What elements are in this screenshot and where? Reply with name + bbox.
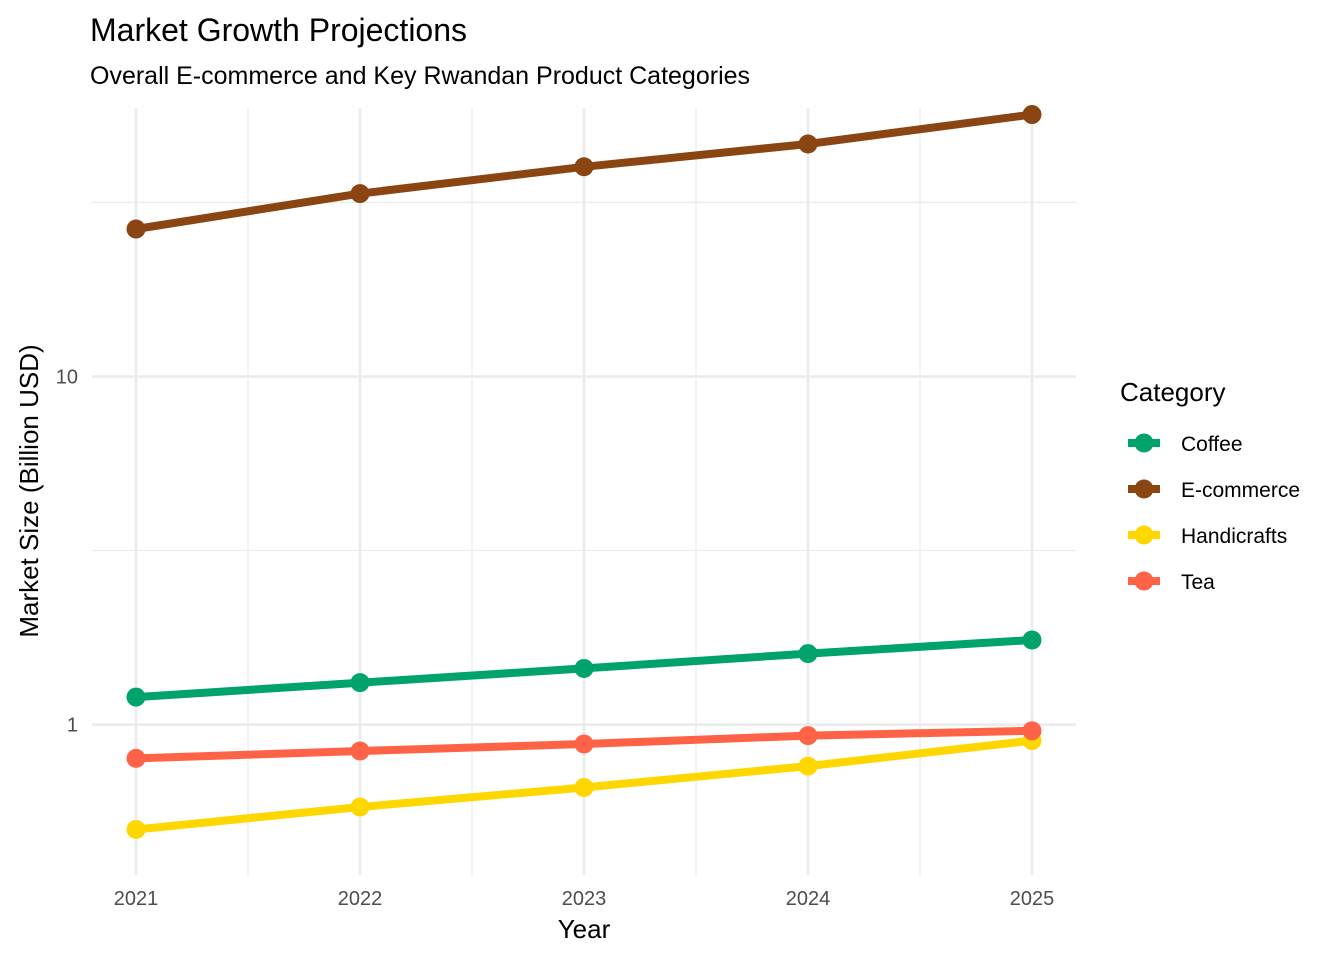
x-tick-label: 2021: [114, 888, 159, 910]
data-point: [574, 658, 594, 678]
series-group: [126, 105, 1042, 839]
data-point: [798, 644, 818, 664]
x-tick-label: 2022: [338, 888, 383, 910]
legend-item: E-commerce: [1128, 479, 1300, 502]
data-point: [574, 777, 594, 797]
data-point: [126, 819, 146, 839]
data-point: [574, 157, 594, 177]
y-axis-title: Market Size (Billion USD): [14, 344, 44, 637]
series-tea: [126, 721, 1042, 768]
data-point: [126, 748, 146, 768]
x-tick-label: 2025: [1010, 888, 1055, 910]
legend-item: Coffee: [1128, 433, 1243, 456]
data-point: [798, 134, 818, 154]
data-point: [798, 726, 818, 746]
y-tick-label: 10: [56, 366, 78, 388]
x-axis-ticks: 2021 2022 2023 2024 2025: [114, 888, 1055, 910]
data-point: [1022, 105, 1042, 125]
data-point: [126, 687, 146, 707]
x-axis-title: Year: [558, 914, 611, 944]
legend-label: Coffee: [1181, 433, 1243, 456]
legend-label: Handicrafts: [1181, 525, 1287, 548]
x-tick-label: 2023: [562, 888, 607, 910]
x-tick-label: 2024: [786, 888, 831, 910]
series-coffee: [126, 630, 1042, 707]
series-e-commerce: [126, 105, 1042, 239]
legend-item: Handicrafts: [1128, 525, 1287, 548]
legend-label: E-commerce: [1181, 479, 1300, 502]
legend-key-point: [1134, 571, 1154, 591]
y-tick-label: 1: [67, 715, 78, 737]
data-point: [350, 184, 370, 204]
data-point: [350, 797, 370, 817]
legend-key-point: [1134, 433, 1154, 453]
data-point: [1022, 721, 1042, 741]
data-point: [574, 734, 594, 754]
legend-key-point: [1134, 525, 1154, 545]
y-axis-ticks: 1 10: [56, 366, 78, 736]
series-handicrafts: [126, 731, 1042, 839]
legend-title: Category: [1120, 377, 1226, 407]
data-point: [350, 673, 370, 693]
chart-title: Market Growth Projections: [90, 12, 467, 48]
legend-key-point: [1134, 479, 1154, 499]
legend-label: Tea: [1181, 571, 1215, 594]
legend-item: Tea: [1128, 571, 1215, 594]
chart-subtitle: Overall E-commerce and Key Rwandan Produ…: [90, 62, 750, 90]
data-point: [126, 219, 146, 239]
grid: [92, 108, 1076, 875]
data-point: [1022, 630, 1042, 650]
legend: Category Coffee E-commerce Handicrafts Tea: [1120, 377, 1300, 594]
data-point: [798, 756, 818, 776]
data-point: [350, 741, 370, 761]
